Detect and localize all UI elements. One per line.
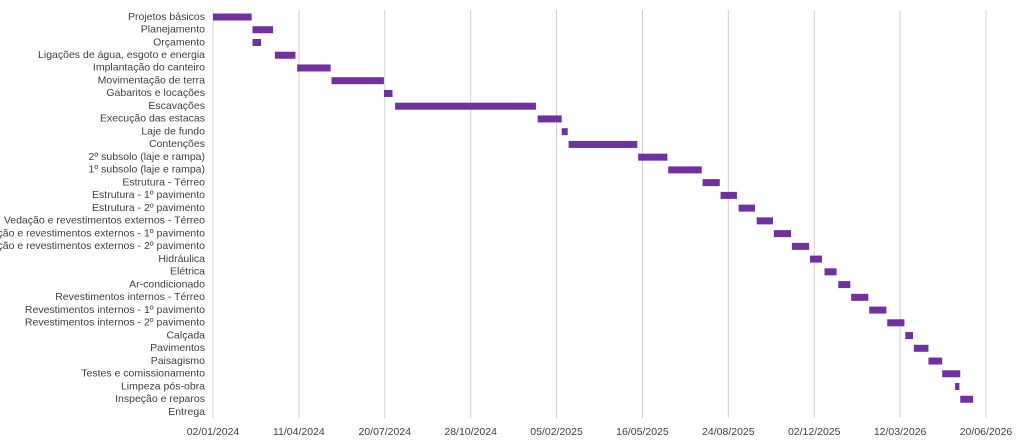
task-bar — [928, 357, 943, 365]
y-tick-label: Movimentação de terra — [98, 74, 206, 86]
y-tick-label: Implantação do canteiro — [93, 62, 205, 74]
task-bar — [838, 281, 851, 289]
task-bar — [395, 102, 536, 110]
task-bar — [851, 293, 869, 301]
y-tick-label: Ligações de água, esgoto e energia — [38, 49, 205, 61]
y-tick-label: Paisagismo — [151, 355, 205, 367]
task-bar — [756, 217, 773, 225]
task-bar — [702, 179, 720, 187]
y-tick-label: Ar-condicionado — [129, 278, 205, 290]
task-bar — [773, 230, 792, 238]
task-bar — [791, 242, 810, 250]
y-tick-label: Orçamento — [153, 36, 205, 48]
y-tick-label: Vedação e revestimentos externos - 1º pa… — [0, 227, 205, 239]
task-bar — [738, 204, 755, 212]
y-tick-label: Limpeza pós-obra — [121, 380, 205, 392]
task-bar — [383, 89, 393, 97]
task-bar — [568, 140, 638, 148]
task-bar — [869, 306, 887, 314]
x-tick-label: 12/03/2026 — [874, 426, 927, 438]
task-bar — [252, 26, 274, 34]
task-bar — [905, 332, 913, 340]
task-bar — [955, 383, 960, 391]
task-bar — [824, 268, 837, 276]
task-bar — [252, 38, 262, 46]
y-tick-label: Calçada — [166, 329, 205, 341]
y-tick-label: Vedação e revestimentos externos - 2º pa… — [0, 240, 205, 252]
task-bar — [213, 13, 252, 21]
y-tick-label: Gabaritos e locações — [106, 87, 205, 99]
y-tick-label: 2º subsolo (laje e rampa) — [89, 151, 205, 163]
y-tick-label: Entrega — [168, 406, 205, 418]
x-tick-label: 24/08/2025 — [702, 426, 755, 438]
y-tick-label: Estrutura - 1º pavimento — [92, 189, 205, 201]
y-tick-label: Revestimentos internos - 2º pavimento — [25, 317, 205, 329]
y-tick-label: Hidráulica — [158, 253, 205, 265]
x-tick-label: 02/01/2024 — [187, 426, 240, 438]
y-tick-label: Planejamento — [141, 24, 205, 36]
y-tick-label: Estrutura - 2º pavimento — [92, 202, 205, 214]
task-bar — [274, 51, 296, 59]
task-bar — [809, 255, 822, 263]
task-bar — [561, 128, 568, 136]
x-tick-label: 11/04/2024 — [273, 426, 325, 438]
y-tick-label: Estrutura - Térreo — [122, 176, 205, 188]
task-bar — [297, 64, 331, 72]
y-tick-label: Laje de fundo — [141, 125, 205, 137]
y-tick-label: Execução das estacas — [100, 113, 205, 125]
y-tick-label: Revestimentos internos - 1º pavimento — [25, 304, 205, 316]
task-bar — [942, 370, 961, 378]
x-tick-label: 16/05/2025 — [616, 426, 669, 438]
task-bar — [960, 395, 974, 403]
task-bar — [887, 319, 905, 327]
y-tick-label: 1º subsolo (laje e rampa) — [89, 164, 205, 176]
y-tick-label: Vedação e revestimentos externos - Térre… — [4, 215, 205, 227]
y-tick-label: Pavimentos — [150, 342, 205, 354]
x-tick-label: 20/07/2024 — [358, 426, 411, 438]
task-bar — [638, 153, 668, 161]
y-tick-label: Projetos básicos — [128, 11, 205, 23]
x-tick-label: 20/06/2026 — [960, 426, 1013, 438]
x-tick-label: 05/02/2025 — [530, 426, 583, 438]
x-tick-label: 28/10/2024 — [444, 426, 497, 438]
task-bar — [668, 166, 702, 174]
task-bar — [537, 115, 562, 123]
y-tick-label: Elétrica — [170, 266, 205, 278]
y-tick-label: Revestimentos internos - Térreo — [55, 291, 205, 303]
x-tick-label: 02/12/2025 — [788, 426, 841, 438]
task-bar — [913, 344, 929, 352]
task-bar — [331, 77, 384, 85]
y-tick-label: Inspeção e reparos — [115, 393, 205, 405]
y-tick-label: Escavações — [148, 100, 205, 112]
y-tick-label: Contenções — [149, 138, 205, 150]
task-bar — [720, 191, 737, 199]
y-tick-label: Testes e comissionamento — [81, 368, 205, 380]
